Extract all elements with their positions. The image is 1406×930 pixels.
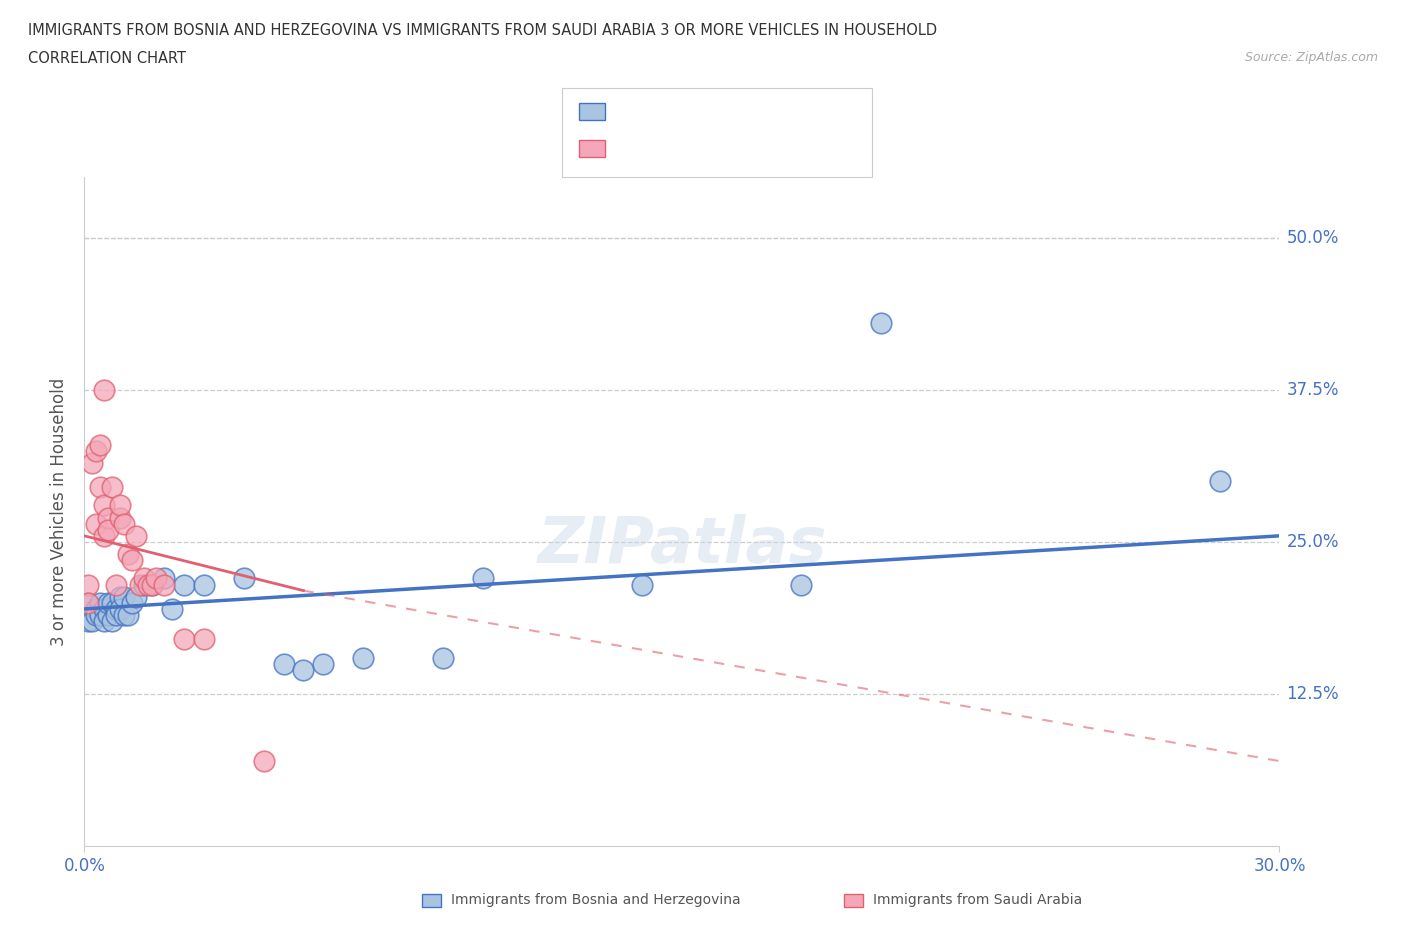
Text: Immigrants from Saudi Arabia: Immigrants from Saudi Arabia: [873, 893, 1083, 908]
Point: [105, 607, 128, 622]
Point: [101, 614, 124, 629]
Point: [77, 578, 100, 592]
Point: [112, 607, 135, 622]
Point: [93, 498, 115, 512]
Point: [141, 578, 163, 592]
Point: [232, 571, 254, 586]
Point: [110, 498, 132, 512]
Text: -0.093: -0.093: [655, 141, 706, 156]
Point: [136, 578, 159, 592]
Point: [125, 590, 148, 604]
Text: R =: R =: [616, 104, 645, 119]
Point: [145, 571, 167, 586]
Text: ZIPatlas: ZIPatlas: [537, 514, 827, 576]
Text: 50.0%: 50.0%: [1286, 229, 1339, 246]
Point: [471, 571, 494, 586]
Point: [82, 456, 104, 471]
Point: [273, 657, 295, 671]
Point: [110, 590, 132, 604]
Point: [1208, 473, 1230, 488]
Point: [432, 650, 454, 665]
Text: 37.5%: 37.5%: [1286, 380, 1339, 399]
Point: [193, 631, 215, 646]
Point: [173, 631, 195, 646]
Text: R =: R =: [616, 141, 645, 156]
Point: [89, 607, 111, 622]
Point: [110, 602, 132, 617]
Point: [77, 595, 100, 610]
Text: 0.237: 0.237: [655, 104, 700, 119]
Point: [93, 528, 115, 543]
Point: [121, 552, 143, 567]
Point: [86, 607, 108, 622]
Point: [105, 578, 128, 592]
Point: [97, 595, 120, 610]
Point: [132, 571, 156, 586]
Point: [97, 511, 120, 525]
Text: 25.0%: 25.0%: [1286, 533, 1339, 551]
Point: [193, 578, 215, 592]
Point: [82, 614, 104, 629]
Point: [312, 657, 335, 671]
Point: [93, 614, 115, 629]
Point: [110, 511, 132, 525]
Point: [790, 578, 813, 592]
Point: [253, 753, 276, 768]
Point: [292, 662, 315, 677]
Point: [77, 595, 100, 610]
Point: [97, 607, 120, 622]
Point: [141, 578, 163, 592]
Point: [101, 480, 124, 495]
Text: Source: ZipAtlas.com: Source: ZipAtlas.com: [1244, 51, 1378, 64]
Point: [352, 650, 374, 665]
Point: [97, 523, 120, 538]
Point: [153, 578, 176, 592]
Point: [173, 578, 195, 592]
Point: [93, 382, 115, 397]
Point: [86, 602, 108, 617]
Point: [77, 614, 100, 629]
Point: [89, 480, 111, 495]
Point: [117, 607, 139, 622]
Point: [870, 315, 893, 330]
Point: [89, 437, 111, 452]
Point: [631, 578, 654, 592]
Point: [86, 444, 108, 458]
Text: CORRELATION CHART: CORRELATION CHART: [28, 51, 186, 66]
Text: Immigrants from Bosnia and Herzegovina: Immigrants from Bosnia and Herzegovina: [451, 893, 741, 908]
Text: 12.5%: 12.5%: [1286, 685, 1339, 703]
Point: [112, 590, 135, 604]
Text: N = 39: N = 39: [721, 104, 778, 119]
Point: [117, 547, 139, 562]
Point: [89, 595, 111, 610]
Y-axis label: 3 or more Vehicles in Household: 3 or more Vehicles in Household: [51, 378, 69, 645]
Point: [121, 595, 143, 610]
Point: [160, 602, 183, 617]
Point: [112, 516, 135, 531]
Point: [86, 516, 108, 531]
Text: N = 29: N = 29: [731, 141, 787, 156]
Point: [101, 595, 124, 610]
Point: [105, 602, 128, 617]
Text: IMMIGRANTS FROM BOSNIA AND HERZEGOVINA VS IMMIGRANTS FROM SAUDI ARABIA 3 OR MORE: IMMIGRANTS FROM BOSNIA AND HERZEGOVINA V…: [28, 23, 938, 38]
Point: [132, 578, 156, 592]
Point: [93, 602, 115, 617]
Point: [129, 578, 152, 592]
Point: [125, 528, 148, 543]
Point: [153, 571, 176, 586]
